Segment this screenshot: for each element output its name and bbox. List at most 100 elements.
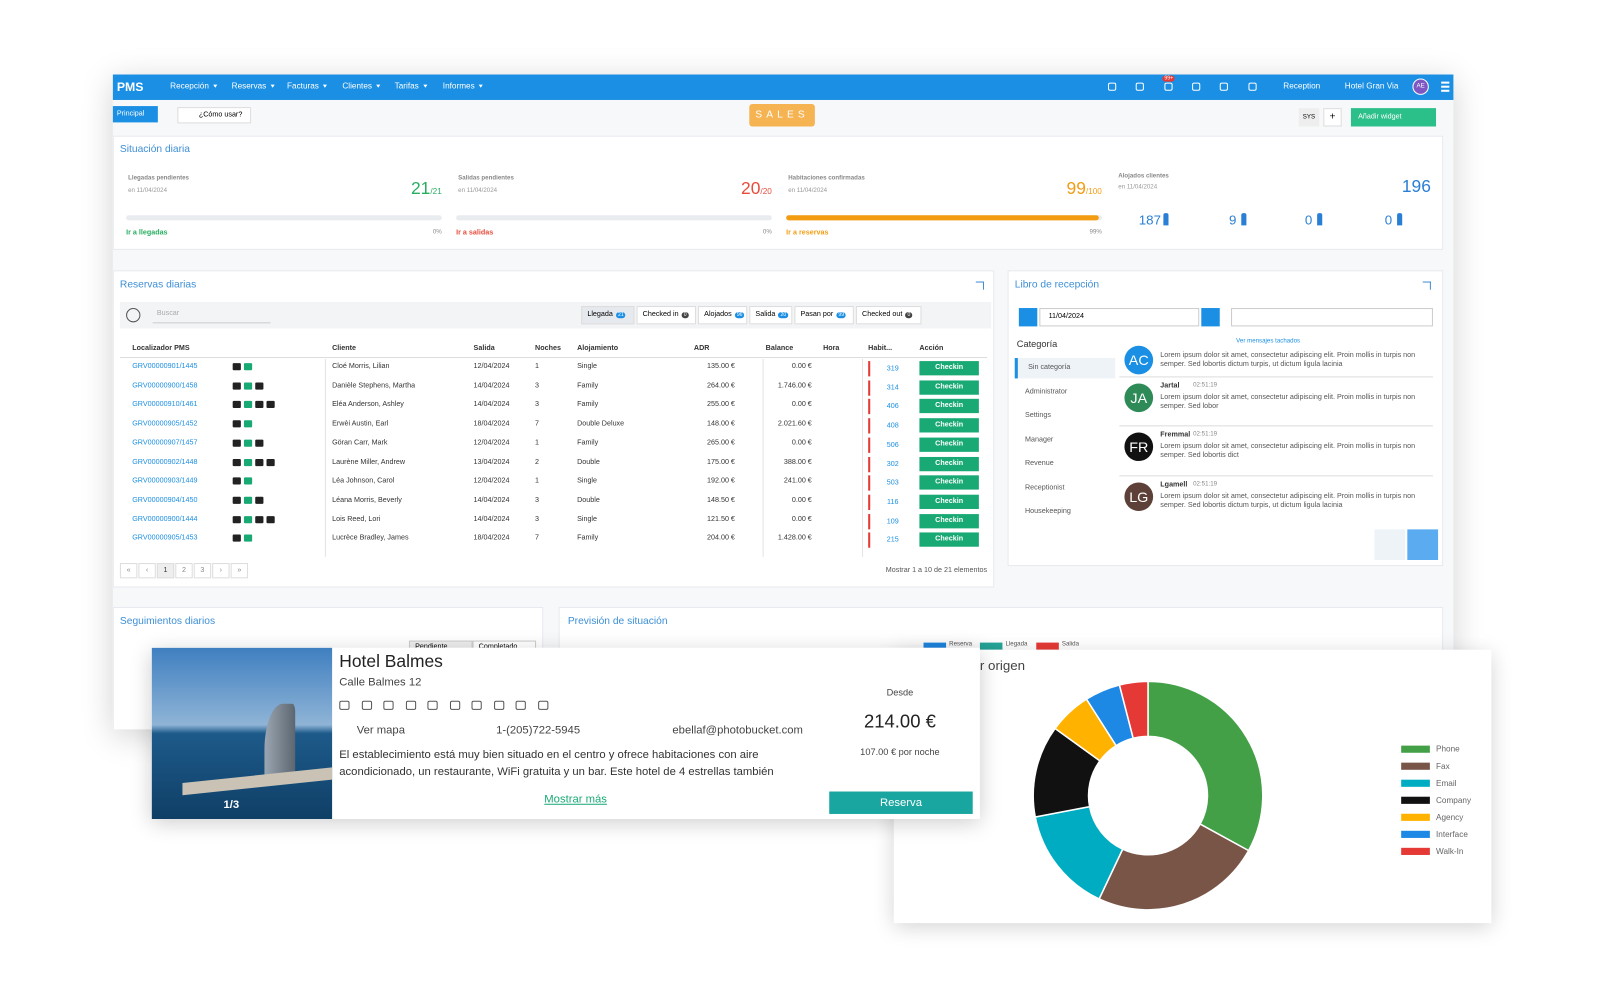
module[interactable]: Reception [1283,81,1321,91]
cell: 265.00 € [706,439,735,447]
next-day[interactable] [1201,308,1220,327]
category-item[interactable]: Manager [1025,436,1054,444]
cell[interactable]: GRV00000904/1450 [132,496,198,504]
cell[interactable]: GRV00000907/1457 [132,439,198,447]
nav-icon[interactable] [1135,82,1144,91]
category-item[interactable]: Receptionist [1025,483,1065,492]
caret [323,84,328,90]
amenity-icon [243,477,253,485]
cell: 0.00 € [791,401,812,409]
nav-menu-item[interactable]: Clientes [342,82,381,91]
guest-count: 0 [1384,212,1393,228]
nav-menu-item[interactable]: Facturas [287,82,328,91]
cell[interactable]: GRV00000905/1452 [132,420,198,428]
prev-day[interactable] [1018,308,1038,327]
cell[interactable]: Checkin [919,513,979,528]
cell: Single [577,515,598,523]
cell[interactable]: GRV00000900/1444 [132,515,198,523]
cell[interactable]: GRV00000902/1448 [132,458,198,466]
cell: 3 [535,401,540,409]
avatar: JA [1124,383,1154,412]
donut-slice[interactable] [1147,680,1264,852]
cell: 12/04/2024 [473,439,510,447]
cell[interactable]: Checkin [919,361,979,376]
page-button[interactable]: 1 [156,563,175,579]
hotel[interactable]: Hotel Gran Via [1344,81,1399,91]
page-button[interactable]: › [212,563,230,579]
nav-icon[interactable] [1108,82,1117,91]
card-link[interactable]: Ir a salidas [456,229,494,237]
filter-button[interactable]: Pasan por 99 [794,306,854,325]
search-input[interactable]: Buscar [152,307,271,324]
page-button[interactable]: 3 [193,563,212,579]
amenity-icon [255,515,264,523]
cell[interactable]: GRV00000903/1449 [132,477,198,485]
cell[interactable]: Checkin [919,494,979,509]
help-button[interactable]: ¿Cómo usar? [177,107,252,124]
send-button[interactable] [1407,529,1439,560]
nav-icon[interactable] [1164,82,1173,91]
page-button[interactable]: 2 [175,563,193,579]
category-item[interactable]: Sin categoría [1014,358,1116,379]
category-item[interactable]: Administrator [1025,388,1068,396]
category-item[interactable]: Settings [1025,412,1051,420]
book-button[interactable]: Reserva [829,791,973,814]
nav-menu-item[interactable]: Tarifas [395,82,427,91]
category-select[interactable] [1231,308,1433,327]
tab-principal[interactable]: Principal [112,106,158,123]
filter-button[interactable]: Alojados 96 [698,306,748,325]
donut-slice[interactable] [1118,680,1149,740]
cell: 18/04/2024 [473,534,510,542]
category-item[interactable]: Revenue [1025,460,1054,468]
donut-slice[interactable] [1098,823,1250,911]
struck-link[interactable]: Ver mensajes tachados [1236,338,1301,345]
amenity-icon [232,401,241,409]
cell[interactable]: GRV00000910/1461 [132,401,198,409]
filter-count: 0 [905,312,913,319]
card-date: en 11/04/2024 [128,187,168,194]
add-widget-button[interactable]: Añadir widget [1350,108,1437,127]
page-button[interactable]: « [119,563,138,579]
cell[interactable]: Checkin [919,475,979,490]
map-link[interactable]: Ver mapa [356,724,405,737]
cell[interactable]: GRV00000901/1445 [132,363,198,371]
column-header: Balance [765,344,794,352]
nav-icon[interactable] [1219,82,1228,91]
card-link[interactable]: Ir a reservas [786,229,829,237]
amenity-icon [243,515,253,523]
filter-button[interactable]: Llegada 21 [581,306,635,325]
nav-menu-item[interactable]: Recepción [170,82,218,91]
cell[interactable]: Checkin [919,532,979,548]
category-item[interactable]: Housekeeping [1025,507,1071,516]
expand-icon[interactable] [975,281,984,290]
cell[interactable]: Checkin [919,456,979,471]
nav-icon[interactable] [1192,82,1201,91]
user-avatar[interactable]: AE [1412,78,1429,95]
cell[interactable]: Checkin [919,437,979,452]
cell: 255.00 € [706,401,735,409]
more-link[interactable]: Mostrar más [544,793,607,806]
filter-button[interactable]: Salida 20 [749,306,793,325]
nav-menu-item[interactable]: Reservas [232,82,275,91]
sys-button[interactable]: SYS [1298,108,1320,127]
message-author: Lgamell [1160,480,1188,489]
cell[interactable]: Checkin [919,418,979,433]
cell[interactable]: Checkin [919,399,979,414]
plus-button[interactable]: + [1323,108,1342,127]
notif-badge: 99+ [1162,75,1176,82]
card-link[interactable]: Ir a llegadas [126,229,168,237]
filter-button[interactable]: Checked out 0 [855,306,922,325]
filter-button[interactable]: Checked in 0 [636,306,696,325]
cell[interactable]: Checkin [919,380,979,395]
cell[interactable]: GRV00000905/1453 [132,534,198,542]
expand-icon[interactable] [1422,281,1431,290]
date-input[interactable]: 11/04/2024 [1039,308,1200,327]
page-button[interactable]: ‹ [138,563,156,579]
refresh-button[interactable] [126,308,141,323]
nav-menu-item[interactable]: Informes [443,82,483,91]
upload-button[interactable] [1374,529,1406,560]
amenity-icon [255,496,264,504]
page-button[interactable]: » [230,563,249,579]
nav-icon[interactable] [1248,82,1257,91]
cell[interactable]: GRV00000900/1458 [132,382,198,390]
